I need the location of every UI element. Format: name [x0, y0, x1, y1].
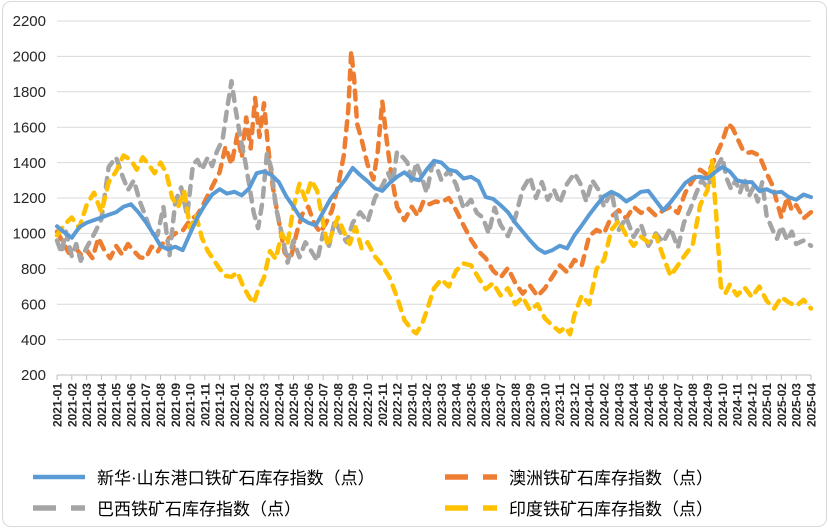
x-axis-tick-label: 2024-03 — [612, 383, 626, 427]
x-axis-tick-label: 2025-03 — [790, 383, 804, 427]
x-axis-tick-label: 2021-05 — [110, 383, 124, 427]
x-axis-tick-label: 2022-10 — [361, 383, 375, 427]
x-axis-tick-label: 2024-11 — [731, 383, 745, 427]
legend-item-australia-index: 澳洲铁矿石库存指数（点） — [442, 464, 829, 489]
legend-label-india-index: 印度铁矿石库存指数（点） — [509, 500, 713, 519]
series-line-3 — [54, 153, 814, 337]
legend-item-brazil-index: 巴西铁矿石库存指数（点） — [30, 495, 442, 520]
y-axis-tick-label: 2000 — [13, 49, 46, 66]
x-axis-tick-label: 2023-11 — [553, 383, 567, 427]
x-axis-tick-label: 2024-06 — [657, 383, 671, 427]
x-axis-tick-label: 2022-02 — [243, 383, 257, 427]
x-axis-tick-label: 2023-03 — [435, 383, 449, 427]
x-axis-tick-label: 2022-05 — [287, 383, 301, 427]
legend-marker-dashed-line — [33, 504, 85, 511]
x-axis-tick-label: 2024-04 — [627, 383, 641, 427]
x-axis-tick-label: 2021-08 — [154, 383, 168, 427]
x-axis-tick-label: 2024-07 — [671, 383, 685, 427]
y-axis-tick-label: 600 — [21, 296, 46, 313]
y-axis-tick-label: 1600 — [13, 119, 46, 136]
x-axis-tick-label: 2024-05 — [642, 383, 656, 427]
x-axis-tick-label: 2022-08 — [331, 383, 345, 427]
x-axis-tick-label: 2024-12 — [745, 383, 759, 427]
x-axis-tick-label: 2022-01 — [228, 383, 242, 427]
x-axis-tick-label: 2021-10 — [184, 383, 198, 427]
x-axis-tick-label: 2025-02 — [775, 383, 789, 427]
plot-area: 200 400 600 800 1000 1200 1400 1600 1800 2000 2200… — [13, 13, 819, 427]
y-axis-tick-label: 800 — [21, 261, 46, 278]
x-axis-tick-label: 2023-02 — [420, 383, 434, 427]
x-axis-tick-label: 2024-09 — [701, 383, 715, 427]
x-axis-tick-label: 2021-04 — [95, 383, 109, 427]
x-axis-tick-label: 2023-05 — [465, 383, 479, 427]
x-axis-tick-label: 2023-10 — [538, 383, 552, 427]
x-axis-tick-label: 2022-07 — [317, 383, 331, 427]
x-axis-tick-label: 2023-07 — [494, 383, 508, 427]
x-axis-tick-label: 2021-02 — [65, 383, 79, 427]
y-axis-tick-label: 1200 — [13, 190, 46, 207]
legend-label-australia-index: 澳洲铁矿石库存指数（点） — [509, 469, 713, 488]
y-axis-tick-label: 1800 — [13, 84, 46, 101]
x-axis-tick-label: 2022-06 — [302, 383, 316, 427]
x-axis-tick-label: 2021-09 — [169, 383, 183, 427]
x-axis-tick-label: 2022-03 — [258, 383, 272, 427]
x-axis-tick-label: 2023-06 — [479, 383, 493, 427]
legend-row-1: 新华·山东港口铁矿石库存指数（点） 澳洲铁矿石库存指数（点） — [0, 461, 829, 492]
y-axis-tick-label: 1400 — [13, 155, 46, 172]
x-axis-tick-label: 2021-01 — [51, 383, 65, 427]
x-axis-tick-label: 2023-08 — [509, 383, 523, 427]
x-axis-tick-label: 2022-12 — [391, 383, 405, 427]
legend-label-shandong-index: 新华·山东港口铁矿石库存指数（点） — [97, 469, 375, 488]
legend-row-2: 巴西铁矿石库存指数（点） 印度铁矿石库存指数（点） — [0, 492, 829, 523]
x-axis-tick-label: 2023-01 — [405, 383, 419, 427]
x-axis-tick-label: 2024-01 — [583, 383, 597, 427]
x-axis-tick-label: 2021-11 — [198, 383, 212, 427]
x-axis-tick-label: 2024-02 — [598, 383, 612, 427]
y-axis-tick-label: 1000 — [13, 226, 46, 243]
x-axis-tick-label: 2022-11 — [376, 383, 390, 427]
x-axis-tick-label: 2023-04 — [450, 383, 464, 427]
x-axis-tick-label: 2024-08 — [686, 383, 700, 427]
y-axis-tick-label: 2200 — [13, 13, 46, 30]
x-axis-tick-label: 2025-04 — [805, 383, 819, 427]
y-axis-tick-label: 400 — [21, 332, 46, 349]
x-axis-tick-label: 2023-09 — [524, 383, 538, 427]
legend-marker-dashed-line — [445, 473, 497, 480]
x-axis-tick-label: 2022-04 — [272, 383, 286, 427]
x-axis-tick-label: 2022-09 — [346, 383, 360, 427]
x-axis-tick-label: 2023-12 — [568, 383, 582, 427]
legend-item-india-index: 印度铁矿石库存指数（点） — [442, 495, 829, 520]
legend-item-shandong-index: 新华·山东港口铁矿石库存指数（点） — [30, 464, 442, 489]
x-axis-tick-label: 2021-07 — [139, 383, 153, 427]
y-axis-tick-label: 200 — [21, 367, 46, 384]
legend-marker-dashed-line — [445, 504, 497, 511]
x-axis-tick-label: 2025-01 — [760, 383, 774, 427]
legend-label-brazil-index: 巴西铁矿石库存指数（点） — [97, 500, 301, 519]
series-line-1 — [54, 48, 814, 299]
legend-marker-solid-line — [33, 474, 85, 479]
x-axis-tick-label: 2021-12 — [213, 383, 227, 427]
x-axis-tick-label: 2024-10 — [716, 383, 730, 427]
legend: 新华·山东港口铁矿石库存指数（点） 澳洲铁矿石库存指数（点） 巴西铁矿石库存指数… — [0, 461, 829, 523]
x-axis-tick-label: 2021-03 — [80, 383, 94, 427]
x-axis-tick-label: 2021-06 — [124, 383, 138, 427]
series-line-0 — [55, 158, 813, 255]
series-line-2 — [54, 78, 814, 265]
